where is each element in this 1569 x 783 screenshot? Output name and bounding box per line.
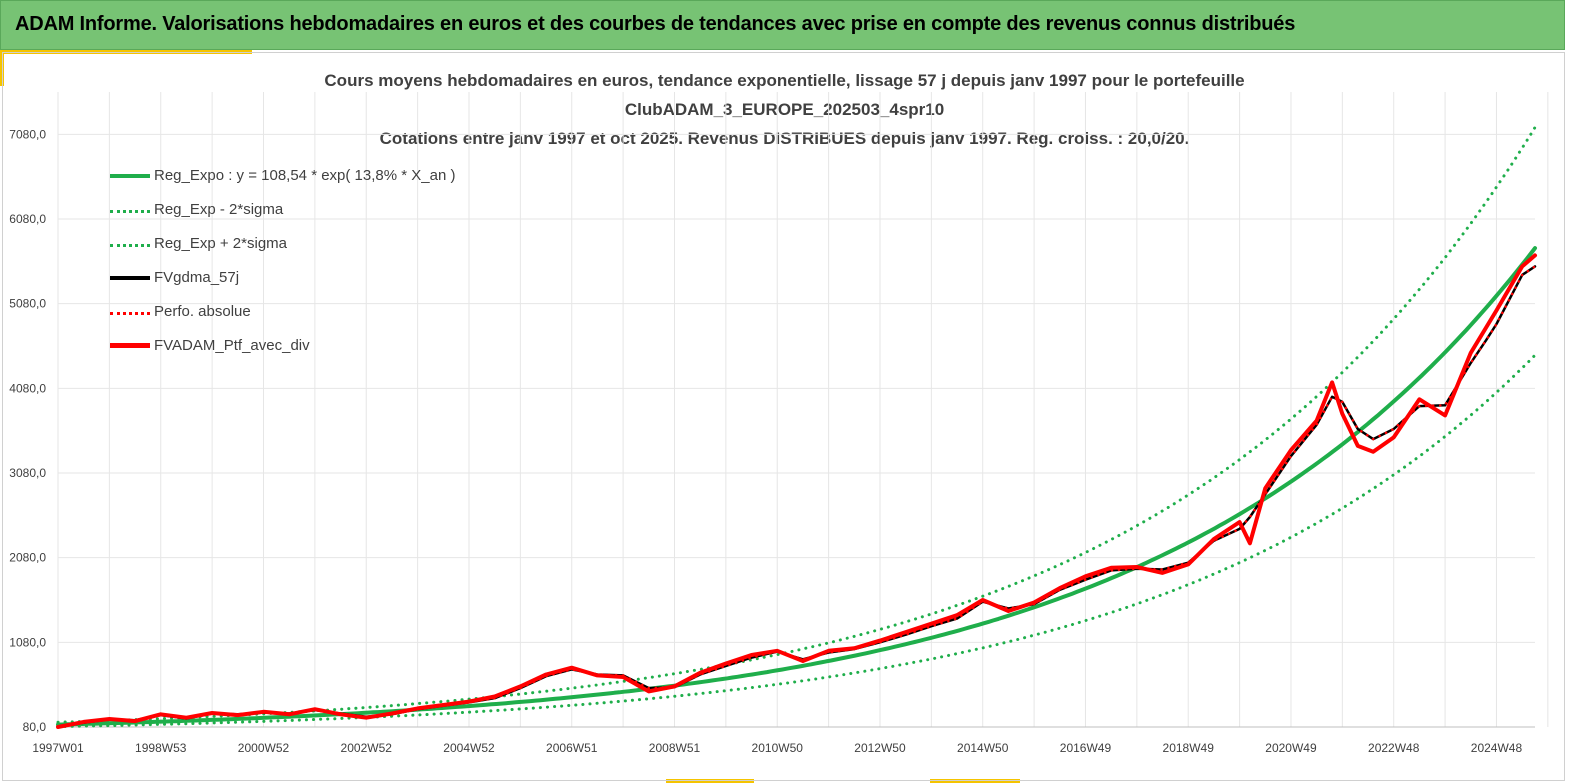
y-tick-label: 4080,0 bbox=[9, 381, 46, 395]
x-tick-label: 1998W53 bbox=[135, 741, 187, 755]
y-axis-ticks: 80,0 1080,0 2080,0 3080,0 4080,0 5080,0 6080,0… bbox=[9, 127, 46, 734]
series-reg-expo bbox=[56, 246, 1537, 727]
x-tick-label: 2000W52 bbox=[238, 741, 290, 755]
legend-swatch-reg-plus bbox=[110, 244, 150, 247]
x-axis-ticks: 1997W01 1998W53 2000W52 2002W52 2004W52 2006W… bbox=[32, 741, 1522, 755]
y-tick-label: 5080,0 bbox=[9, 297, 46, 311]
x-tick-label: 1997W01 bbox=[32, 741, 84, 755]
x-tick-label: 2002W52 bbox=[341, 741, 393, 755]
chart-title-line-1: Cours moyens hebdomadaires en euros, ten… bbox=[324, 71, 1245, 90]
y-tick-label: 7080,0 bbox=[9, 127, 46, 141]
accent-bar-bottom-2 bbox=[930, 779, 1020, 783]
legend-label-reg-plus: Reg_Exp + 2*sigma bbox=[154, 235, 287, 252]
header-bar: ADAM Informe. Valorisations hebdomadaire… bbox=[0, 0, 1565, 50]
legend-label-fvgdma: FVgdma_57j bbox=[154, 269, 240, 286]
series-reg-plus-2sigma bbox=[56, 125, 1537, 724]
y-tick-label: 6080,0 bbox=[9, 212, 46, 226]
legend-swatch-perfo bbox=[110, 312, 150, 315]
x-tick-label: 2022W48 bbox=[1368, 741, 1420, 755]
legend-swatch-reg-minus bbox=[110, 210, 150, 213]
legend-label-reg-minus: Reg_Exp - 2*sigma bbox=[154, 201, 284, 218]
series-reg-minus-2sigma bbox=[56, 353, 1537, 729]
chart-title-line-2: ClubADAM_3_EUROPE_202503_4spr10 bbox=[624, 100, 945, 119]
x-tick-label: 2014W50 bbox=[957, 741, 1009, 755]
y-tick-label: 2080,0 bbox=[9, 551, 46, 565]
x-tick-label: 2020W49 bbox=[1265, 741, 1317, 755]
x-tick-label: 2012W50 bbox=[854, 741, 906, 755]
legend-label-fvadam: FVADAM_Ptf_avec_div bbox=[154, 337, 310, 354]
y-tick-label: 80,0 bbox=[23, 720, 47, 734]
x-tick-label: 2018W49 bbox=[1163, 741, 1215, 755]
y-tick-label: 1080,0 bbox=[9, 635, 46, 649]
gridlines bbox=[57, 92, 1549, 728]
y-tick-label: 3080,0 bbox=[9, 466, 46, 480]
series-fvadam-ptf bbox=[56, 253, 1537, 729]
x-tick-label: 2016W49 bbox=[1060, 741, 1112, 755]
chart-frame bbox=[2, 52, 1565, 781]
chart-title-line-3: Cotations entre janv 1997 et oct 2025. R… bbox=[379, 129, 1190, 148]
x-tick-label: 2006W51 bbox=[546, 741, 598, 755]
accent-bar-bottom bbox=[666, 779, 754, 783]
x-tick-label: 2010W50 bbox=[752, 741, 804, 755]
legend-label-perfo: Perfo. absolue bbox=[154, 303, 251, 320]
legend-swatch-reg-expo bbox=[110, 174, 150, 178]
legend-swatch-fvadam bbox=[110, 343, 150, 348]
legend-label-reg-expo: Reg_Expo : y = 108,54 * exp( 13,8% * X_a… bbox=[154, 167, 456, 184]
x-tick-label: 2004W52 bbox=[443, 741, 495, 755]
series-lines bbox=[56, 125, 1537, 729]
legend-swatch-fvgdma bbox=[110, 276, 150, 280]
x-tick-label: 2008W51 bbox=[649, 741, 701, 755]
x-tick-label: 2024W48 bbox=[1471, 741, 1523, 755]
page-title: ADAM Informe. Valorisations hebdomadaire… bbox=[15, 13, 1296, 35]
